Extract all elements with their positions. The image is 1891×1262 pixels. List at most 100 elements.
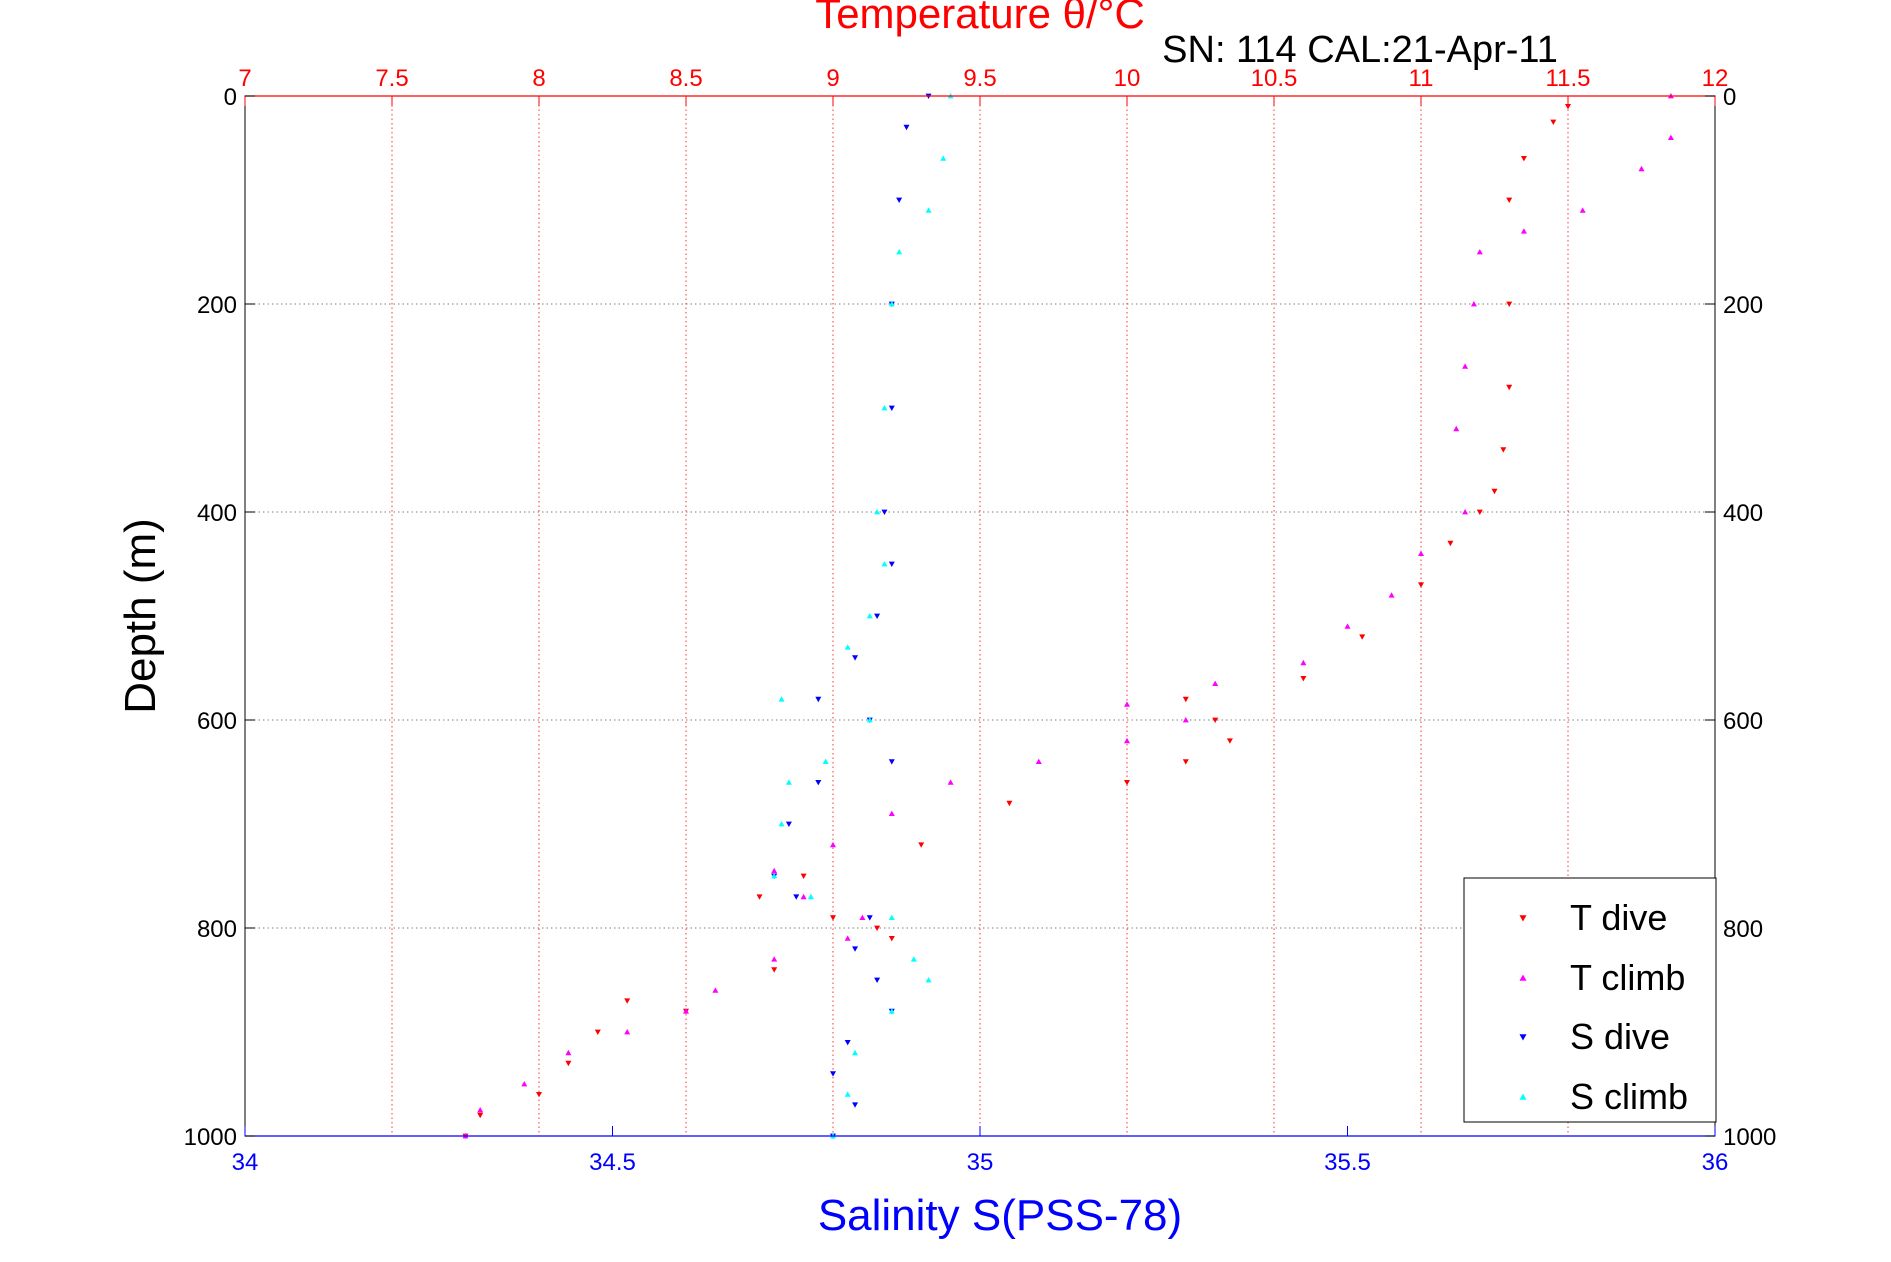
top-tick-label: 9 bbox=[826, 65, 839, 92]
data-point bbox=[866, 717, 873, 723]
data-point bbox=[940, 155, 947, 161]
data-point bbox=[1506, 384, 1513, 391]
data-point bbox=[874, 977, 881, 983]
data-point bbox=[1520, 156, 1527, 162]
right-tick-label: 400 bbox=[1723, 500, 1763, 527]
bottom-tick-label: 35.5 bbox=[1324, 1149, 1371, 1176]
data-point bbox=[896, 249, 903, 255]
top-tick-label: 8 bbox=[532, 65, 545, 92]
data-point bbox=[852, 946, 859, 952]
legend-box bbox=[1463, 877, 1717, 1123]
top-tick-label: 11.5 bbox=[1546, 65, 1591, 92]
data-point bbox=[874, 509, 881, 515]
data-point bbox=[594, 1029, 601, 1035]
data-point bbox=[800, 893, 807, 900]
data-point bbox=[1300, 659, 1307, 666]
data-point bbox=[785, 821, 792, 827]
chart-subtitle: SN: 114 CAL:21-Apr-11 bbox=[1162, 29, 1558, 71]
data-point bbox=[1453, 425, 1460, 432]
legend-markers bbox=[1519, 915, 1527, 1100]
data-point bbox=[1491, 488, 1498, 495]
legend-label-s-climb: S climb bbox=[1570, 1076, 1688, 1117]
data-point bbox=[925, 977, 932, 983]
data-point bbox=[477, 1112, 484, 1119]
data-point bbox=[830, 915, 836, 921]
data-point bbox=[1006, 800, 1013, 807]
data-point bbox=[1506, 197, 1513, 203]
chart-title: Temperature θ/°C bbox=[815, 0, 1145, 37]
top-tick-label: 12 bbox=[1702, 65, 1729, 92]
left-tick-label: 600 bbox=[197, 708, 237, 735]
data-point bbox=[859, 914, 866, 920]
data-point bbox=[1035, 758, 1042, 764]
data-point bbox=[830, 1071, 836, 1077]
data-point bbox=[903, 124, 910, 131]
right-tick-label: 0 bbox=[1723, 84, 1736, 111]
top-tick-label: 11 bbox=[1409, 65, 1434, 92]
data-point bbox=[1124, 701, 1130, 707]
data-point bbox=[1300, 676, 1307, 682]
data-points bbox=[462, 93, 1674, 1139]
bottom-tick-label: 34 bbox=[232, 1149, 259, 1176]
data-point bbox=[830, 841, 836, 848]
data-point bbox=[918, 842, 925, 848]
data-point bbox=[888, 936, 895, 942]
top-tick-label: 7.5 bbox=[375, 65, 408, 92]
data-point bbox=[852, 1102, 859, 1108]
data-point bbox=[1388, 592, 1395, 598]
top-tick-label: 9.5 bbox=[963, 65, 996, 92]
data-point bbox=[844, 644, 851, 650]
legend-marker bbox=[1519, 1093, 1527, 1100]
data-point bbox=[1579, 207, 1586, 213]
data-point bbox=[881, 405, 888, 411]
data-point bbox=[1470, 301, 1477, 307]
legend-marker bbox=[1519, 915, 1527, 922]
data-point bbox=[1476, 509, 1483, 515]
legend-label-t-climb: T climb bbox=[1570, 957, 1685, 998]
data-point bbox=[712, 987, 719, 993]
data-point bbox=[1124, 780, 1130, 786]
legend-label-t-dive: T dive bbox=[1570, 897, 1667, 938]
data-point bbox=[778, 696, 785, 702]
data-point bbox=[1226, 738, 1233, 744]
data-point bbox=[844, 1091, 851, 1097]
data-point bbox=[888, 561, 895, 567]
x-axis-label-salinity: Salinity S(PSS-78) bbox=[818, 1191, 1182, 1240]
data-point bbox=[1506, 301, 1513, 307]
data-point bbox=[683, 1008, 689, 1014]
right-tick-label: 1000 bbox=[1723, 1124, 1776, 1151]
legend-label-s-dive: S dive bbox=[1570, 1016, 1670, 1057]
data-point bbox=[925, 207, 932, 213]
data-point bbox=[1500, 447, 1507, 453]
data-point bbox=[1182, 717, 1189, 723]
data-point bbox=[1418, 582, 1424, 588]
data-point bbox=[521, 1081, 528, 1087]
left-tick-label: 200 bbox=[197, 292, 237, 319]
data-point bbox=[888, 759, 895, 765]
legend-marker bbox=[1519, 1034, 1527, 1041]
data-point bbox=[1124, 737, 1130, 744]
data-point bbox=[565, 1060, 572, 1067]
data-point bbox=[1565, 104, 1571, 110]
data-point bbox=[624, 998, 631, 1004]
data-point bbox=[1476, 249, 1483, 255]
data-point bbox=[1344, 623, 1351, 629]
data-point bbox=[888, 301, 895, 307]
left-tick-label: 800 bbox=[197, 916, 237, 943]
data-point bbox=[778, 821, 785, 827]
data-point bbox=[881, 561, 888, 567]
top-tick-label: 10 bbox=[1114, 65, 1141, 92]
left-tick-label: 1000 bbox=[184, 1124, 237, 1151]
data-point bbox=[844, 935, 851, 941]
data-point bbox=[793, 894, 800, 900]
data-point bbox=[1182, 759, 1189, 765]
data-point bbox=[536, 1092, 542, 1098]
right-tick-label: 200 bbox=[1723, 292, 1763, 319]
data-point bbox=[888, 405, 895, 411]
data-point bbox=[1520, 228, 1527, 234]
data-point bbox=[1447, 540, 1454, 547]
data-point bbox=[881, 509, 888, 515]
data-point bbox=[888, 1008, 895, 1014]
data-point bbox=[771, 967, 778, 973]
